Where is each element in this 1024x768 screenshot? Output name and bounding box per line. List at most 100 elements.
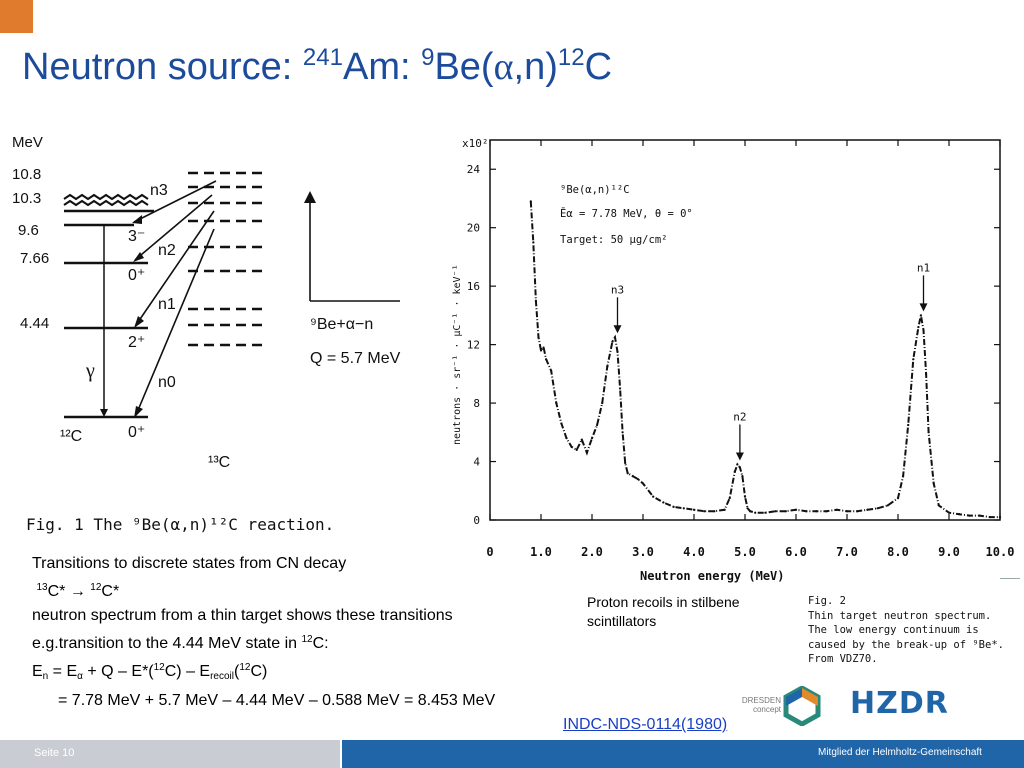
line4-element: C: [312,635,329,652]
footer-bar: Seite 10 Mitglied der Helmholtz-Gemeinsc… [0,740,1024,768]
spin-0plus-gs: 0⁺ [128,424,145,441]
entrance-channel-label: ⁹Be+α−n [310,316,373,333]
data-point [907,423,910,427]
data-point [611,340,614,343]
peak-annotations: n3 n2 n1 [611,261,930,461]
level-label-10.3: 10.3 [12,190,41,207]
data-point [560,422,563,425]
data-point [743,495,747,498]
arrow-icon: → [69,583,91,600]
data-point [537,336,540,339]
data-point [529,200,532,203]
mass-12: 12 [90,582,102,593]
neutron-n0-label: n0 [158,374,176,391]
data-point [746,507,749,510]
data-point [580,438,583,441]
data-point [876,507,879,510]
dresden-text: DRESDEN concept [741,696,781,714]
neutron-spectrum-chart: x10² neutrons · sr⁻¹ · μC⁻¹ · keV⁻¹ Neut… [452,137,1014,583]
data-point [794,508,798,511]
data-point [641,482,645,485]
y-tick-label: 0 [473,514,480,527]
title-reaction-b: ,n) [513,46,558,88]
dresden-hexagon-icon [783,686,821,726]
data-point [613,336,617,339]
slide-title: Neutron source: 241Am: 9Be(α,n)12C [22,44,612,89]
line4-mass: 12 [301,634,313,645]
x-tick-label: 8.0 [887,545,909,559]
q-value-label: Q = 5.7 MeV [310,350,401,367]
data-point [754,511,757,514]
data-point [590,437,594,440]
data-point [624,461,627,465]
data-point [621,431,624,434]
mass-12-b: 12 [239,662,251,673]
data-point [542,346,545,349]
data-point [947,511,951,514]
helmholtz-member-text: Mitglied der Helmholtz-Gemeinschaft [818,747,982,758]
body-line-3: neutron spectrum from a thin target show… [32,607,453,624]
body-line-6: = 7.78 MeV + 5.7 MeV – 4.44 MeV – 0.588 … [58,692,496,709]
level-label-4.44: 4.44 [20,315,49,332]
peak-arrowhead [613,325,622,334]
y-tick-label: 4 [473,456,480,469]
x-tick-label: 0 [486,545,493,559]
data-point [713,510,716,513]
dresden-concept-logo: DRESDEN concept [737,686,827,726]
data-point [978,514,981,517]
data-point [652,495,655,498]
fig2-caption: Fig. 2 Thin target neutron spectrum. The… [808,594,1004,667]
footer-left: Seite 10 [0,740,340,768]
gamma-label: γ [85,360,95,382]
x-tick-label: 1.0 [530,545,552,559]
axis-ticks: 0 1.0 2.0 3.0 4.0 5.0 6.0 7.0 8.0 9.0 10.0 0 4 8 12 16 2… [467,140,1014,559]
data-point [545,358,548,361]
mass-12-a: 12 [153,662,165,673]
x-tick-label: 6.0 [785,545,807,559]
data-point [919,314,923,317]
line4-text: e.g.transition to the 4.44 MeV state in [32,635,302,652]
spin-0plus-766: 0⁺ [128,267,145,284]
data-point [886,504,889,507]
body-line-4: e.g.transition to the 4.44 MeV state in … [32,628,495,656]
fig1-caption: Fig. 1 The ⁹Be(α,n)¹²C reaction. [26,515,334,534]
reference-link[interactable]: INDC-NDS-0114(1980) [563,716,728,733]
level-label-9.6: 9.6 [18,222,39,239]
fig2-caption-line-1: Fig. 2 [808,595,846,607]
title-alpha: α [493,46,514,88]
y-tick-label: 12 [467,339,480,352]
estar-symbol: + Q – E*( [82,663,154,680]
ea-symbol: = E [48,663,78,680]
data-point [958,513,961,516]
legend-reaction: ⁹Be(α,n)¹²C [560,184,630,196]
peak-arrowhead [919,303,928,312]
data-point [616,350,619,354]
data-point [968,514,971,517]
en-symbol: E [32,663,43,680]
data-point [596,423,599,427]
neutron-n3-label: n3 [150,182,168,199]
erecoil-symbol: C) – E [164,663,211,680]
data-point [534,299,537,302]
paren-close: C) [250,663,268,680]
data-point [636,477,639,481]
x-tick-label: 9.0 [938,545,960,559]
peak-label: n3 [611,283,624,296]
legend-energy: Ēα = 7.78 MeV, θ = 0° [560,207,693,220]
data-point [682,507,685,510]
title-c: C [584,46,613,88]
detector-note: Proton recoils in stilbene scintillators [587,593,740,631]
x-tick-label: 2.0 [581,545,603,559]
data-point [585,451,588,454]
title-am-mass: 241 [302,44,343,71]
y-tick-label: 8 [473,397,480,410]
x-tick-label: 3.0 [632,545,654,559]
data-point [784,510,787,513]
data-point [835,508,838,511]
body-text: Transitions to discrete states from CN d… [32,552,495,713]
data-point [733,470,736,473]
data-point [932,482,935,485]
divider-line [1000,578,1020,579]
page-number: Seite 10 [34,747,75,759]
data-point [937,504,940,507]
